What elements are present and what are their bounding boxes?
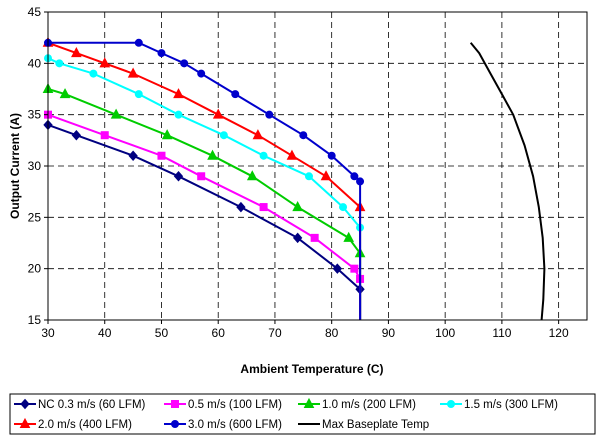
legend-label: NC 0.3 m/s (60 LFM)	[38, 399, 146, 411]
x-axis-title: Ambient Temperature (C)	[240, 362, 383, 376]
data-point	[343, 231, 355, 242]
legend-item-max-baseplate-temp: Max Baseplate Temp	[298, 419, 429, 431]
x-tick-label: 50	[155, 326, 169, 340]
data-point	[180, 59, 189, 68]
data-point	[157, 151, 166, 160]
legend-swatch-marker	[19, 417, 31, 428]
legend-swatch-marker	[171, 400, 179, 408]
x-tick-label: 60	[212, 326, 226, 340]
y-tick-label: 35	[28, 108, 42, 122]
y-tick-label: 25	[28, 210, 42, 224]
legend-item-3-0-m-s-600-lfm: 3.0 m/s (600 LFM)	[164, 419, 282, 431]
series-1-5-m-s-300-lfm	[44, 54, 365, 320]
x-tick-label: 80	[325, 326, 339, 340]
legend-item-2-0-m-s-400-lfm: 2.0 m/s (400 LFM)	[14, 417, 132, 431]
legend-box	[9, 393, 596, 435]
x-tick-label: 90	[382, 326, 396, 340]
legend-item-0-5-m-s-100-lfm: 0.5 m/s (100 LFM)	[164, 399, 282, 411]
data-point	[128, 150, 138, 161]
data-point	[134, 38, 143, 47]
data-point	[99, 57, 111, 68]
data-point	[173, 88, 184, 99]
data-point	[197, 172, 206, 181]
x-tick-label: 70	[268, 326, 282, 340]
data-point	[127, 67, 139, 78]
y-tick-label: 40	[28, 56, 42, 70]
legend-swatch-marker	[303, 397, 315, 408]
series-max-baseplate-temp	[469, 42, 546, 321]
data-point	[89, 69, 98, 78]
data-point	[173, 171, 184, 182]
legend-label: 1.5 m/s (300 LFM)	[464, 399, 558, 411]
y-tick-label: 45	[28, 5, 42, 19]
data-point	[157, 49, 166, 58]
series-2-0-m-s-400-lfm	[42, 36, 366, 320]
legend-label: 1.0 m/s (200 LFM)	[322, 399, 416, 411]
data-point	[161, 129, 173, 140]
data-point	[350, 264, 359, 273]
legend-item-1-0-m-s-200-lfm: 1.0 m/s (200 LFM)	[298, 397, 416, 411]
legend: NC 0.3 m/s (60 LFM) 0.5 m/s (100 LFM) 1.0 …	[14, 397, 558, 431]
data-point	[339, 203, 348, 212]
data-point	[197, 69, 206, 78]
tick-labels: 30 40 50 60 70 80 90 100 110 120 15 20 25 30 35 40 45	[28, 5, 569, 340]
series-line-1-0-m-s-200-lfm	[47, 88, 362, 320]
legend-item-1-5-m-s-300-lfm: 1.5 m/s (300 LFM)	[440, 399, 558, 411]
legend-item-nc-0-3-m-s-60-lfm: NC 0.3 m/s (60 LFM)	[14, 398, 146, 411]
data-point	[134, 90, 143, 99]
data-point	[259, 203, 268, 212]
data-point	[207, 149, 218, 160]
data-point	[259, 151, 268, 160]
data-point	[292, 232, 303, 244]
data-point	[71, 46, 82, 58]
x-tick-label: 100	[435, 326, 455, 340]
x-tick-label: 40	[98, 326, 112, 340]
data-point	[219, 131, 228, 140]
legend-swatch-marker	[171, 420, 179, 428]
data-point	[299, 131, 308, 140]
legend-label: 3.0 m/s (600 LFM)	[188, 419, 282, 431]
data-point	[310, 233, 319, 242]
data-point	[265, 110, 274, 119]
series-line-max-baseplate-temp	[469, 42, 546, 321]
legend-label: Max Baseplate Temp	[322, 419, 429, 431]
data-point	[236, 201, 246, 213]
x-tick-label: 110	[492, 326, 511, 340]
data-point	[320, 170, 332, 181]
y-tick-label: 20	[28, 262, 42, 276]
data-point	[332, 263, 343, 274]
data-point	[231, 90, 240, 99]
data-point	[71, 129, 82, 141]
data-point	[212, 108, 224, 119]
data-point	[59, 88, 71, 99]
x-tick-label: 120	[549, 326, 569, 340]
data-point	[110, 108, 122, 119]
data-point	[174, 110, 183, 119]
data-point	[350, 172, 359, 181]
data-point	[246, 170, 258, 181]
x-tick-label: 30	[41, 326, 55, 340]
legend-label: 2.0 m/s (400 LFM)	[38, 419, 132, 431]
y-tick-label: 15	[28, 313, 42, 327]
legend-swatch-marker	[20, 398, 30, 410]
data-point	[304, 172, 313, 181]
data-point	[252, 129, 264, 140]
data-point	[55, 59, 64, 68]
data-point	[286, 149, 298, 160]
data-point	[327, 151, 336, 160]
series-3-0-m-s-600-lfm	[44, 38, 365, 320]
data-point	[100, 131, 109, 140]
y-tick-label: 30	[28, 159, 42, 173]
legend-swatch-marker	[447, 400, 455, 408]
legend-label: 0.5 m/s (100 LFM)	[188, 399, 282, 411]
y-axis-title: Output Current (A)	[8, 113, 22, 219]
data-point	[356, 177, 365, 186]
data-point	[292, 200, 303, 212]
series-group	[42, 36, 546, 321]
